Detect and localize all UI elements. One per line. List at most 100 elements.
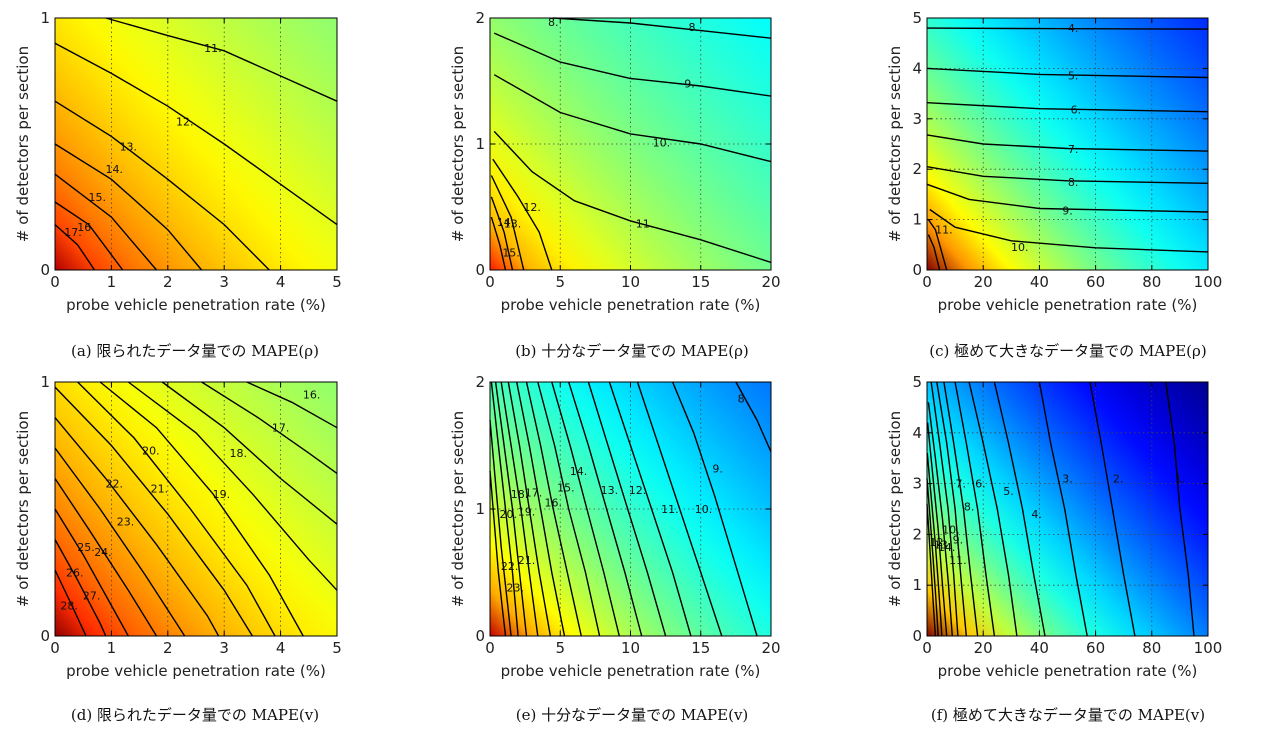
contour-label: 15. [89,191,107,204]
contour-line [926,422,948,637]
contour-label: 14. [105,163,123,176]
contour-line [493,74,772,163]
contour-line [201,381,338,474]
y-tick-label: 0 [40,261,50,279]
contour-line [490,216,507,271]
contour-line [930,381,959,637]
contour-label: 9. [1062,205,1073,218]
x-tick-label: 5 [555,639,565,657]
contour-label: 3. [1062,473,1073,486]
contour-label: 15. [557,481,575,494]
y-axis-label: # of detectors per section [14,411,32,607]
contour-label: 8. [1068,176,1079,189]
y-tick-label: 0 [40,627,50,645]
figure-caption: (b) 十分なデータ量での MAPE(ρ) [515,342,749,360]
contour-label: 1. [1175,473,1186,486]
contour-label: 13. [934,539,952,552]
contour-line [99,381,304,637]
contour-label: 28. [60,600,78,613]
contour-line [926,453,943,637]
heatmap-field [55,18,337,270]
x-tick-label: 0 [485,639,495,657]
x-tick-label: 40 [1030,639,1049,657]
contour-line [492,158,553,271]
y-tick-label: 1 [40,373,50,391]
x-tick-label: 0 [50,273,60,291]
contour-line [525,381,582,637]
x-tick-label: 1 [107,639,117,657]
contour-label: 20. [500,508,518,521]
x-tick-label: 3 [219,273,229,291]
contour-line [568,381,643,637]
contour-line [54,224,96,271]
contour-label: 17. [64,226,82,239]
figure-caption: (a) 限られたデータ量での MAPE(ρ) [71,342,319,360]
contour-line [161,381,338,525]
y-tick-label: 2 [912,160,922,178]
y-tick-label: 2 [912,525,922,543]
x-tick-label: 100 [1194,639,1223,657]
x-tick-label: 60 [1086,639,1105,657]
contour-line [926,27,1209,30]
contour-label: 11. [636,217,654,230]
y-tick-label: 1 [475,135,485,153]
contour-line [500,381,539,637]
contour-label: 12. [929,536,947,549]
contour-label: 6. [975,478,986,491]
contour-line [493,32,772,97]
contour-line [735,381,772,453]
x-tick-label: 0 [485,273,495,291]
contour-label: 23. [507,582,525,595]
contour-label: 7. [1068,143,1079,156]
contour-label: 10. [653,137,671,150]
y-tick-label: 5 [912,373,922,391]
x-tick-label: 1 [107,273,117,291]
contour-line [1165,381,1195,637]
contour-label: 7. [955,478,966,491]
contour-label: 19. [518,506,536,519]
x-tick-label: 3 [219,639,229,657]
x-tick-label: 10 [621,639,640,657]
y-tick-label: 1 [912,211,922,229]
contour-line [489,420,512,637]
x-tick-label: 40 [1030,273,1049,291]
contour-label: 18. [511,488,529,501]
y-tick-label: 1 [40,9,50,27]
y-tick-label: 4 [912,424,922,442]
contour-label: 8. [548,16,559,29]
contour-label: 14. [938,541,956,554]
contour-line [54,100,270,271]
chart-a: 11. 12. 13. 14. 15. 16.17. 0 1 2 3 4 5 0 1 probe vehic… [14,9,342,360]
y-tick-label: 3 [912,110,922,128]
contour-line [105,17,338,102]
contour-line [587,381,667,637]
contour-line [507,381,552,637]
contour-line [537,381,601,637]
contour-label: 12. [523,201,541,214]
contour-label: 16. [303,389,321,402]
contour-line [927,402,953,637]
x-tick-label: 15 [691,639,710,657]
contour-line [490,196,514,271]
contour-label: 18. [230,447,248,460]
figure-caption: (c) 極めて大きなデータ量での MAPE(ρ) [929,342,1206,360]
x-tick-label: 0 [922,639,932,657]
x-tick-label: 20 [761,639,780,657]
y-axis-label: # of detectors per section [449,411,467,607]
contour-line [927,234,941,271]
contour-line [926,503,937,637]
contour-line [246,381,338,429]
y-tick-label: 1 [912,576,922,594]
contour-line [54,569,87,637]
contour-line [551,381,620,637]
contour-line [54,42,338,226]
contour-label: 27. [83,589,101,602]
x-tick-label: 4 [276,273,286,291]
contour-line [54,143,203,271]
x-axis-label: probe vehicle penetration rate (%) [938,662,1198,680]
contour-line [993,381,1046,637]
contour-line [54,201,124,271]
contour-label: 11. [204,42,222,55]
contour-label: 8. [738,393,749,406]
contour-line [608,381,692,637]
